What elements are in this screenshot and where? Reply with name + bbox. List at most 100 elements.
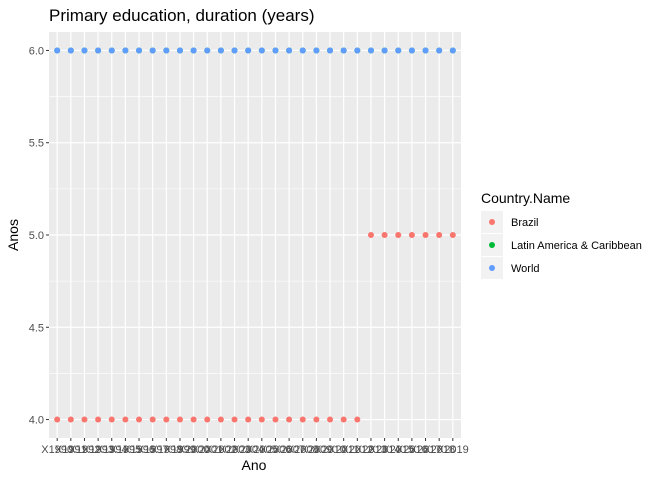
data-point — [286, 47, 293, 54]
data-point — [217, 47, 224, 54]
legend-key-point — [489, 242, 495, 248]
data-point — [67, 47, 74, 54]
x-tick-label: X2008 — [287, 444, 319, 456]
y-tick-label: 4.5 — [29, 322, 44, 334]
x-tick-label: X1999 — [164, 444, 196, 456]
legend-label: Latin America & Caribbean — [511, 240, 642, 252]
x-tick-label: X2004 — [232, 444, 264, 456]
x-tick-label: X2003 — [219, 444, 251, 456]
data-point — [149, 416, 156, 423]
data-point — [81, 416, 88, 423]
major-gridlines — [49, 32, 461, 438]
data-point — [436, 232, 443, 238]
x-tick-label: X1991 — [55, 444, 87, 456]
x-tick-label: X2010 — [314, 444, 346, 456]
x-tick-label: X2014 — [369, 444, 401, 456]
data-point — [149, 47, 156, 54]
x-tick-label: X2007 — [273, 444, 305, 456]
data-points — [54, 47, 456, 423]
data-point — [136, 416, 143, 423]
x-tick-label: X2006 — [260, 444, 292, 456]
data-point — [395, 47, 402, 54]
data-point — [422, 47, 429, 54]
data-point — [122, 47, 129, 54]
data-point — [340, 416, 347, 423]
y-axis: 4.0 4.5 5.0 5.5 6.0 — [29, 45, 49, 427]
data-point — [381, 232, 388, 238]
y-tick-label: 5.5 — [29, 138, 44, 150]
data-point — [54, 416, 61, 423]
data-point — [299, 416, 306, 423]
data-point — [327, 47, 334, 54]
legend-label: World — [511, 263, 540, 275]
data-point — [258, 47, 265, 54]
data-point — [395, 232, 402, 238]
y-tick-label: 4.0 — [29, 415, 44, 427]
data-point — [176, 416, 183, 423]
x-tick-label: X1994 — [96, 444, 128, 456]
data-point — [258, 416, 265, 423]
x-axis-title: Ano — [242, 457, 267, 473]
x-tick-label: X2002 — [205, 444, 237, 456]
x-tick-label: X1990 — [41, 444, 73, 456]
x-tick-label: X1998 — [150, 444, 182, 456]
data-point — [449, 232, 456, 238]
data-point — [436, 47, 443, 54]
x-tick-label: X1992 — [69, 444, 101, 456]
x-tick-label: X2011 — [328, 444, 359, 456]
data-point — [245, 416, 252, 423]
x-tick-label: X1996 — [123, 444, 155, 456]
x-tick-label: X2001 — [191, 444, 223, 456]
data-point — [327, 416, 334, 423]
data-point — [354, 416, 361, 423]
minor-gridlines — [49, 96, 461, 374]
data-point — [367, 47, 374, 54]
data-point — [367, 232, 374, 238]
data-point — [163, 416, 170, 423]
data-point — [449, 47, 456, 54]
y-tick-label: 6.0 — [29, 45, 44, 57]
x-tick-label: X2000 — [178, 444, 210, 456]
x-tick-label: X2013 — [355, 444, 387, 456]
data-point — [381, 47, 388, 54]
legend-key-point — [489, 219, 495, 225]
data-point — [422, 232, 429, 238]
data-point — [354, 47, 361, 54]
x-tick-label: X2015 — [382, 444, 414, 456]
data-point — [272, 47, 279, 54]
data-point — [190, 47, 197, 54]
y-axis-title: Anos — [5, 219, 21, 251]
x-tick-label: X1997 — [137, 444, 169, 456]
data-point — [299, 47, 306, 54]
x-tick-label: X1995 — [109, 444, 141, 456]
x-tick-label: X2005 — [246, 444, 278, 456]
data-point — [313, 416, 320, 423]
data-point — [231, 47, 238, 54]
legend-label: Brazil — [511, 217, 539, 229]
x-tick-label: X2017 — [410, 444, 442, 456]
data-point — [54, 47, 61, 54]
data-point — [286, 416, 293, 423]
data-point — [81, 47, 88, 54]
data-point — [176, 47, 183, 54]
data-point — [67, 416, 74, 423]
data-point — [408, 232, 415, 238]
data-point — [204, 47, 211, 54]
data-point — [408, 47, 415, 54]
data-point — [95, 47, 102, 54]
data-point — [340, 47, 347, 54]
legend: Country.Name Brazil Latin America & Carib… — [481, 190, 642, 279]
data-point — [163, 47, 170, 54]
legend-title: Country.Name — [481, 190, 570, 206]
data-point — [190, 416, 197, 423]
data-point — [313, 47, 320, 54]
y-tick-label: 5.0 — [29, 230, 44, 242]
x-tick-label: X2012 — [341, 444, 373, 456]
x-tick-label: X1993 — [82, 444, 114, 456]
data-point — [231, 416, 238, 423]
legend-key-point — [489, 265, 495, 271]
data-point — [272, 416, 279, 423]
data-point — [217, 416, 224, 423]
x-tick-label: X2019 — [437, 444, 469, 456]
